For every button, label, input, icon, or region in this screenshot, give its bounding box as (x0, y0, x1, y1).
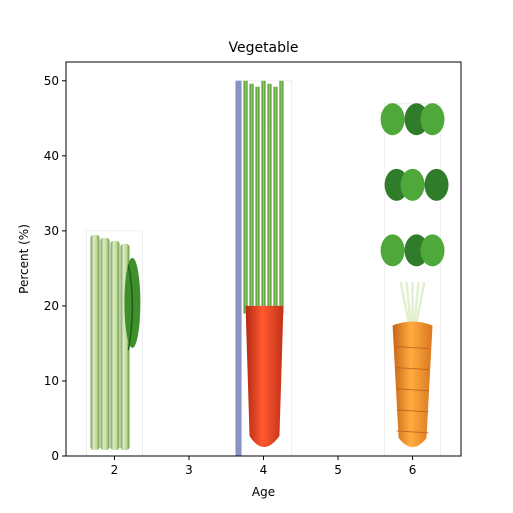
carrot-stem (255, 86, 260, 320)
celery-leaf-vein (127, 264, 134, 351)
y-tick-label: 30 (44, 224, 59, 238)
bar-4 (235, 80, 292, 457)
carrot-stem (279, 80, 284, 314)
y-tick-label: 50 (44, 74, 59, 88)
leafy-green (424, 168, 449, 201)
celery-stalk (100, 237, 110, 450)
carrot-stem (267, 83, 272, 317)
orange-carrot (392, 321, 433, 447)
bar-shadow (235, 80, 242, 456)
red-carrot (245, 305, 284, 447)
leafy-green (420, 103, 445, 136)
leafy-green (380, 234, 405, 267)
carrot-ridge (396, 367, 429, 371)
carrot-ridge (396, 409, 429, 413)
bar-2 (86, 230, 143, 457)
y-axis-label: Percent (%) (17, 224, 31, 294)
x-tick-label: 4 (260, 463, 268, 477)
x-tick-label: 5 (334, 463, 342, 477)
leafy-green (420, 234, 445, 267)
y-tick-label: 40 (44, 149, 59, 163)
y-tick-label: 20 (44, 299, 59, 313)
bar-6 (380, 102, 449, 457)
carrot-ridge (396, 430, 429, 434)
x-tick-label: 6 (409, 463, 417, 477)
x-tick-label: 3 (185, 463, 193, 477)
leafy-green (400, 168, 425, 201)
y-tick-label: 10 (44, 374, 59, 388)
leafy-green (380, 103, 405, 136)
chart-title: Vegetable (228, 40, 298, 56)
carrot-stem (243, 80, 248, 314)
carrot-stem (249, 83, 254, 317)
x-axis-label: Age (252, 485, 275, 499)
celery-stalk (90, 234, 100, 450)
x-tick-label: 2 (111, 463, 119, 477)
y-tick-label: 0 (51, 449, 59, 463)
celery-stalk (110, 240, 120, 450)
carrot-stem (273, 86, 278, 320)
carrot-ridge (396, 346, 429, 350)
carrot-stem (261, 80, 266, 314)
carrot-ridge (396, 388, 429, 392)
